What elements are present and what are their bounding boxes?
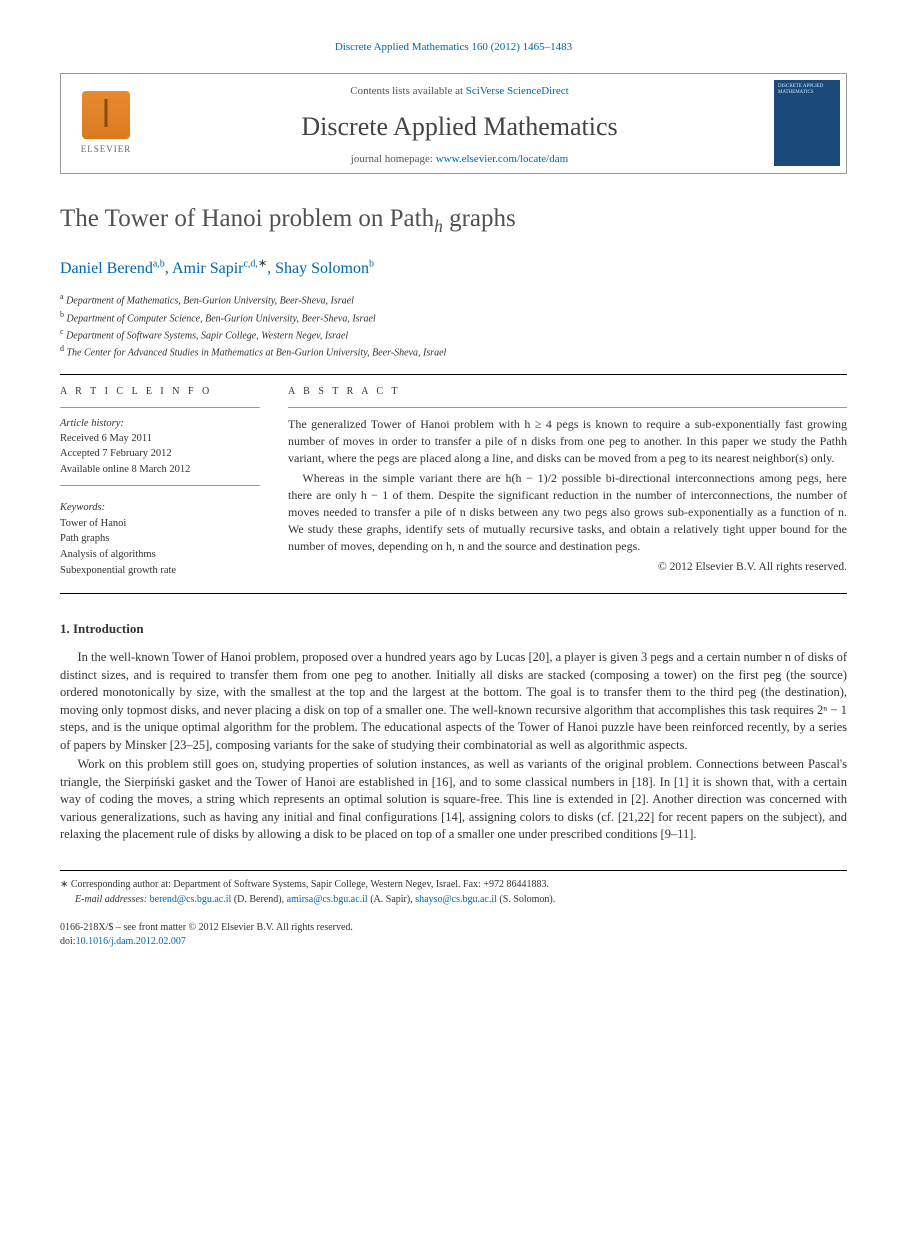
aff-d-text: The Center for Advanced Studies in Mathe… [67,347,447,358]
divider-bottom [60,593,847,594]
publisher-logo-cell: ELSEVIER [61,74,151,173]
article-title: The Tower of Hanoi problem on Pathh grap… [60,202,847,239]
homepage-prefix: journal homepage: [351,153,436,165]
doi-line: doi:10.1016/j.dam.2012.02.007 [60,935,847,949]
info-divider-2 [60,485,260,486]
corresponding-footnote: ∗ Corresponding author at: Department of… [60,877,847,892]
online-date: Available online 8 March 2012 [60,462,260,477]
email-2-who: (A. Sapir) [370,894,410,905]
email-1[interactable]: berend@cs.bgu.ac.il [150,894,232,905]
author-2-name: Amir Sapir [172,260,244,277]
header-center: Contents lists available at SciVerse Sci… [151,74,768,173]
footer-meta: 0166-218X/$ – see front matter © 2012 El… [60,921,847,949]
keyword-1: Tower of Hanoi [60,516,260,532]
abstract-p1: The generalized Tower of Hanoi problem w… [288,416,847,466]
author-3-marks: b [369,258,374,269]
affiliation-a: a Department of Mathematics, Ben-Gurion … [60,291,847,308]
email-3-who: (S. Solomon) [499,894,552,905]
front-matter-line: 0166-218X/$ – see front matter © 2012 El… [60,921,847,935]
affiliation-c: c Department of Software Systems, Sapir … [60,326,847,343]
info-divider [60,407,260,408]
sciencedirect-link[interactable]: SciVerse ScienceDirect [466,85,569,97]
keyword-2: Path graphs [60,531,260,547]
journal-ref-link[interactable]: Discrete Applied Mathematics 160 (2012) … [335,41,572,53]
cover-thumbnail-cell: DISCRETE APPLIED MATHEMATICS [768,74,846,173]
star-icon: ∗ [60,879,68,890]
email-2[interactable]: amirsa@cs.bgu.ac.il [287,894,368,905]
title-pre: The Tower of Hanoi problem on Path [60,205,434,232]
author-2-marks: c,d, [243,258,257,269]
abstract-text: The generalized Tower of Hanoi problem w… [288,416,847,554]
intro-p1: In the well-known Tower of Hanoi problem… [60,649,847,754]
keywords-block: Keywords: Tower of Hanoi Path graphs Ana… [60,500,260,579]
author-3-name: Shay Solomon [275,260,369,277]
email-label: E-mail addresses: [75,894,150,905]
author-1[interactable]: Daniel Berenda,b [60,260,165,277]
affiliations: a Department of Mathematics, Ben-Gurion … [60,291,847,360]
aff-b-mark: b [60,310,64,319]
title-subscript: h [434,216,443,236]
aff-b-text: Department of Computer Science, Ben-Guri… [67,313,376,324]
doi-label: doi: [60,936,76,947]
info-abstract-row: A R T I C L E I N F O Article history: R… [60,385,847,578]
article-history: Article history: Received 6 May 2011 Acc… [60,416,260,477]
abstract-divider [288,407,847,408]
homepage-line: journal homepage: www.elsevier.com/locat… [159,152,760,167]
doi-link[interactable]: 10.1016/j.dam.2012.02.007 [76,936,186,947]
keyword-3: Analysis of algorithms [60,547,260,563]
corresponding-text: Corresponding author at: Department of S… [71,879,549,890]
received-date: Received 6 May 2011 [60,431,260,446]
aff-c-mark: c [60,327,64,336]
contents-prefix: Contents lists available at [350,85,465,97]
journal-header-box: ELSEVIER Contents lists available at Sci… [60,73,847,174]
intro-p2: Work on this problem still goes on, stud… [60,756,847,844]
keyword-4: Subexponential growth rate [60,563,260,579]
aff-a-mark: a [60,292,64,301]
email-footnote: E-mail addresses: berend@cs.bgu.ac.il (D… [60,892,847,907]
authors-line: Daniel Berenda,b, Amir Sapirc,d,∗, Shay … [60,256,847,279]
author-3[interactable]: Shay Solomonb [275,260,374,277]
journal-name: Discrete Applied Mathematics [159,109,760,144]
elsevier-tree-icon [82,91,130,139]
section-1-heading: 1. Introduction [60,620,847,638]
publisher-label: ELSEVIER [81,143,132,155]
corresponding-star-icon: ∗ [258,257,267,269]
footnotes: ∗ Corresponding author at: Department of… [60,870,847,907]
article-info-col: A R T I C L E I N F O Article history: R… [60,385,260,578]
journal-cover-icon: DISCRETE APPLIED MATHEMATICS [774,80,840,166]
affiliation-d: d The Center for Advanced Studies in Mat… [60,343,847,360]
title-post: graphs [443,205,516,232]
abstract-col: A B S T R A C T The generalized Tower of… [288,385,847,578]
copyright-line: © 2012 Elsevier B.V. All rights reserved… [288,560,847,576]
article-info-heading: A R T I C L E I N F O [60,385,260,399]
author-2[interactable]: Amir Sapirc,d,∗ [172,260,267,277]
introduction-body: In the well-known Tower of Hanoi problem… [60,649,847,844]
email-1-who: (D. Berend) [234,894,282,905]
aff-c-text: Department of Software Systems, Sapir Co… [66,330,348,341]
author-1-name: Daniel Berend [60,260,153,277]
abstract-heading: A B S T R A C T [288,385,847,399]
email-3[interactable]: shayso@cs.bgu.ac.il [415,894,497,905]
author-1-marks: a,b [153,258,165,269]
aff-a-text: Department of Mathematics, Ben-Gurion Un… [66,296,354,307]
abstract-p2: Whereas in the simple variant there are … [288,470,847,554]
homepage-link[interactable]: www.elsevier.com/locate/dam [436,153,568,165]
contents-lists-line: Contents lists available at SciVerse Sci… [159,84,760,99]
divider-top [60,374,847,375]
journal-reference: Discrete Applied Mathematics 160 (2012) … [60,40,847,55]
history-label: Article history: [60,416,260,431]
aff-d-mark: d [60,344,64,353]
keywords-label: Keywords: [60,500,260,516]
affiliation-b: b Department of Computer Science, Ben-Gu… [60,309,847,326]
accepted-date: Accepted 7 February 2012 [60,446,260,461]
